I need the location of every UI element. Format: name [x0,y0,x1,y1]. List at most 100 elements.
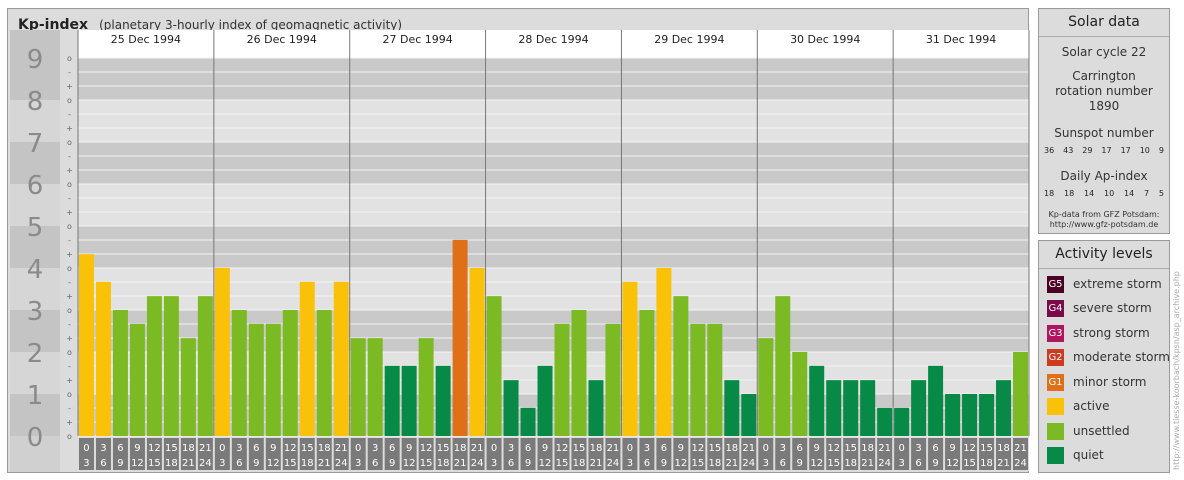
interval-box [622,438,638,470]
legend-label: active [1073,399,1110,413]
kp-bar [979,394,995,436]
interval-start-label: 18 [590,443,603,454]
legend-swatch: G4 [1047,299,1064,317]
interval-box [673,438,689,470]
interval-end-label: 21 [725,458,738,469]
interval-box [248,438,264,470]
third-mark: - [68,236,71,245]
interval-box [486,438,502,470]
legend-label: minor storm [1073,375,1147,389]
interval-end-label: 6 [236,458,242,469]
kp-bar [945,394,961,436]
interval-box [265,438,281,470]
interval-start-label: 6 [932,443,938,454]
legend-swatch: G2 [1047,348,1064,366]
interval-start-label: 0 [83,443,89,454]
third-mark: o [67,390,72,399]
interval-start-label: 3 [236,443,242,454]
interval-end-label: 9 [389,458,395,469]
legend-item-active: active [1047,397,1109,415]
sunspot-value: 9 [1158,146,1164,155]
kp-bar [95,281,111,436]
interval-end-label: 15 [827,458,840,469]
interval-end-label: 15 [420,458,433,469]
y-label-band [10,184,60,226]
interval-end-label: 15 [556,458,569,469]
kp-bar [758,338,774,436]
sunspot-value: 10 [1139,146,1150,155]
kp-band [78,184,1029,226]
interval-box [95,438,111,470]
kp-bar [282,310,298,436]
interval-start-label: 21 [471,443,484,454]
interval-box [775,438,791,470]
interval-end-label: 21 [590,458,603,469]
interval-end-label: 9 [117,458,123,469]
interval-end-label: 12 [810,458,823,469]
kp-bar [707,323,723,436]
interval-start-label: 0 [898,443,904,454]
data-source-line: Kp-data from GFZ Potsdam: [1048,210,1160,219]
legend-item-severe-storm: G4 severe storm [1047,299,1152,317]
kp-bar [503,380,519,436]
interval-end-label: 12 [946,458,959,469]
kp-bar [214,268,230,436]
interval-box [588,438,604,470]
interval-end-label: 24 [199,458,212,469]
ap-value: 14 [1124,189,1135,198]
interval-box [911,438,927,470]
interval-box [809,438,825,470]
third-mark-column [61,30,78,472]
third-mark: o [67,54,72,63]
interval-box [792,438,808,470]
kp-bar [231,310,247,436]
kp-band [78,58,1029,100]
interval-end-label: 12 [539,458,552,469]
interval-end-label: 21 [318,458,331,469]
sunspot-title: Sunspot number [1054,126,1154,140]
interval-end-label: 6 [644,458,650,469]
day-label: 31 Dec 1994 [926,33,996,46]
ap-value: 14 [1084,189,1095,198]
day-header-strip [78,30,1029,58]
y-label-band [10,352,60,394]
chart-subtitle: (planetary 3-hourly index of geomagnetic… [99,18,403,32]
third-mark: + [66,82,73,91]
legend-label: extreme storm [1073,277,1162,291]
kp-bar [350,338,366,436]
interval-box [282,438,298,470]
interval-end-label: 12 [674,458,687,469]
interval-start-label: 6 [797,443,803,454]
legend-label: severe storm [1073,301,1152,315]
third-mark: o [67,96,72,105]
interval-box [690,438,706,470]
y-tick-label: 9 [27,45,44,75]
ap-index-title: Daily Ap-index [1060,169,1148,183]
interval-end-label: 18 [165,458,178,469]
kp-bar [775,296,791,436]
interval-end-label: 9 [932,458,938,469]
kp-bar [996,380,1012,436]
interval-box [996,438,1012,470]
interval-start-label: 12 [148,443,161,454]
legend-label: unsettled [1073,424,1130,438]
legend-swatch [1047,446,1064,464]
third-mark: o [67,222,72,231]
third-mark: + [66,124,73,133]
kp-bar [588,380,604,436]
y-label-band [10,58,60,100]
kp-bar [656,268,672,436]
interval-end-label: 18 [301,458,314,469]
kp-bar [384,365,400,436]
interval-start-label: 9 [542,443,548,454]
kp-bar [520,407,536,436]
interval-end-label: 6 [780,458,786,469]
interval-start-label: 18 [725,443,738,454]
interval-box [877,438,893,470]
interval-start-label: 9 [678,443,684,454]
interval-start-label: 6 [525,443,531,454]
interval-box [231,438,247,470]
kp-bar [860,380,876,436]
interval-box [826,438,842,470]
kp-bar [435,365,451,436]
